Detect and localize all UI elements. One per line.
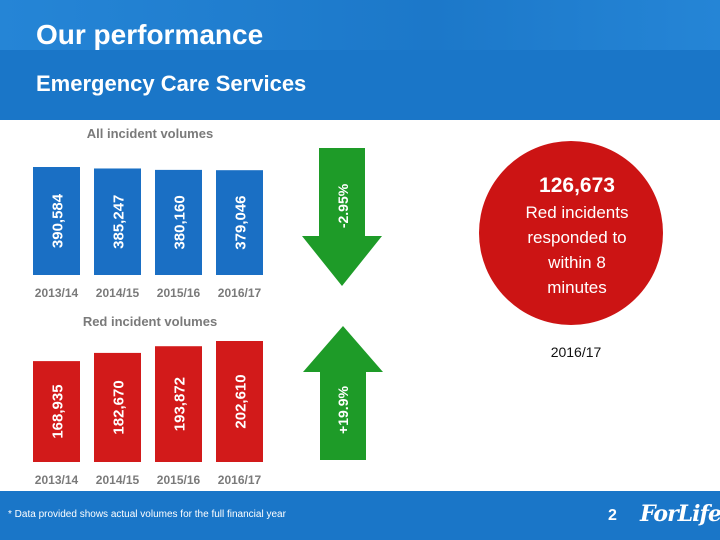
arrow-up-green [303, 326, 383, 460]
page-number: 2 [608, 507, 617, 524]
red-incidents-tick-label-2: 2014/15 [96, 473, 140, 487]
ticks-red-incidents: 2013/14 2014/15 2015/16 2016/17 [35, 473, 262, 487]
red-incidents-value-label-3: 193,872 [172, 377, 189, 431]
red-incidents-value-label-2: 182,670 [111, 380, 128, 434]
change-label-all: -2.95% [335, 183, 351, 228]
chart-title-red: Red incident volumes [83, 314, 217, 329]
all-incidents-tick-label-2: 2014/15 [96, 286, 140, 300]
red-incidents-value-label-4: 202,610 [233, 374, 250, 428]
chart-title-all: All incident volumes [87, 126, 213, 141]
red-incidents-bar-2 [94, 352, 141, 462]
red-incidents-bar-4 [216, 341, 263, 462]
red-incidents-tick-label-3: 2015/16 [157, 473, 201, 487]
all-incidents-value-label-4: 379,046 [233, 195, 250, 249]
charts-svg: All incident volumes 390,584 385,247 380,1… [33, 126, 663, 487]
callout-line-3: within 8 [547, 253, 606, 272]
all-incidents-value-label-2: 385,247 [111, 195, 128, 249]
red-incidents-bar-3 [155, 346, 202, 462]
red-incidents-value-label-1: 168,935 [50, 384, 67, 438]
page-subtitle: Emergency Care Services [36, 71, 307, 96]
all-incidents-tick-label-4: 2016/17 [218, 286, 262, 300]
callout-caption: 2016/17 [551, 344, 602, 360]
callout-line-4: minutes [547, 278, 607, 297]
footer-band: * Data provided shows actual volumes for… [0, 491, 720, 540]
bars-red-incidents: 168,935 182,670 193,872 202,610 [33, 341, 263, 462]
all-incidents-value-label-1: 390,584 [50, 193, 67, 248]
callout-circle [479, 141, 663, 325]
all-incidents-tick-label-3: 2015/16 [157, 286, 201, 300]
red-incidents-tick-label-4: 2016/17 [218, 473, 262, 487]
all-incidents-bar-1 [33, 167, 80, 275]
ticks-all-incidents: 2013/14 2014/15 2015/16 2016/17 [35, 286, 262, 300]
callout-value: 126,673 [539, 174, 615, 197]
all-incidents-bar-3 [155, 169, 202, 275]
all-incidents-value-label-3: 380,160 [172, 195, 189, 249]
all-incidents-tick-label-1: 2013/14 [35, 286, 79, 300]
red-incidents-tick-label-1: 2013/14 [35, 473, 79, 487]
header-top-band [0, 0, 720, 50]
header-band: Our performance Emergency Care Services [0, 0, 720, 120]
callout-line-2: responded to [527, 228, 626, 247]
forlife-logo: ForLife [640, 501, 720, 527]
bars-all-incidents: 390,584 385,247 380,160 379,046 [33, 167, 263, 275]
all-incidents-bar-2 [94, 168, 141, 275]
red-incidents-bar-1 [33, 361, 80, 462]
callout-line-1: Red incidents [525, 203, 628, 222]
footnote: * Data provided shows actual volumes for… [8, 509, 286, 520]
page-title: Our performance [36, 19, 264, 50]
arrow-down-green [302, 148, 382, 286]
all-incidents-bar-4 [216, 170, 263, 275]
change-label-red: +19.9% [335, 386, 351, 434]
